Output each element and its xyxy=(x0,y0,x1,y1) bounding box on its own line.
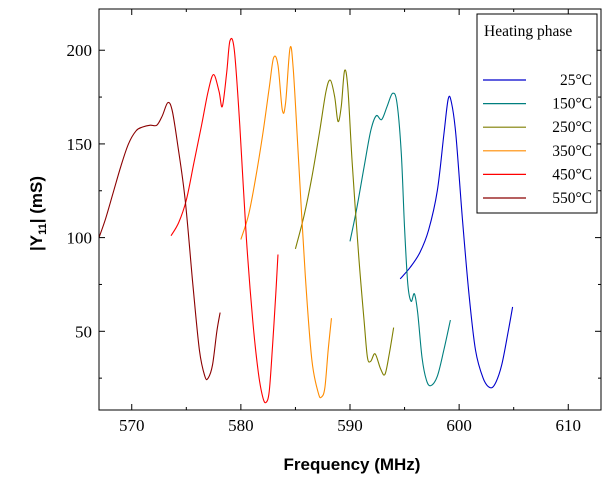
legend: Heating phase 25°C 150°C 250°C 350°C 450°C 55… xyxy=(476,13,598,214)
series-line-5 xyxy=(99,101,221,381)
x-tick-label: 580 xyxy=(228,416,254,435)
ticks-layer xyxy=(99,9,601,410)
y-tick-label: 100 xyxy=(67,229,93,248)
y-tick-label: 150 xyxy=(67,135,93,154)
legend-label-3: 350°C xyxy=(552,143,592,160)
legend-label-4: 450°C xyxy=(552,166,592,183)
series-line-0 xyxy=(399,95,514,389)
y-tick-label: 200 xyxy=(67,41,93,60)
y-axis-title: |Y11| (mS) xyxy=(27,176,49,251)
legend-title: Heating phase xyxy=(484,23,572,40)
x-tick-label: 600 xyxy=(446,416,472,435)
series-line-2 xyxy=(294,69,395,376)
series-layer xyxy=(99,37,514,404)
x-tick-label: 570 xyxy=(119,416,145,435)
series-line-4 xyxy=(170,37,279,404)
x-axis-title: Frequency (MHz) xyxy=(284,455,421,474)
legend-box xyxy=(476,13,598,214)
x-tick-label: 590 xyxy=(337,416,363,435)
y-axis-title-sub: 11 xyxy=(37,223,49,235)
legend-items: 25°C 150°C 250°C 350°C 450°C 550°C xyxy=(483,72,592,207)
series-line-3 xyxy=(240,45,332,399)
series-line-1 xyxy=(349,92,451,387)
y-tick-label: 50 xyxy=(75,322,92,341)
y-axis-title-post: | (mS) xyxy=(27,176,46,223)
legend-label-0: 25°C xyxy=(560,72,592,89)
legend-label-1: 150°C xyxy=(552,96,592,113)
x-tick-label: 610 xyxy=(556,416,582,435)
legend-label-2: 250°C xyxy=(552,119,592,136)
legend-label-5: 550°C xyxy=(552,190,592,207)
tick-labels-layer: 570 580 590 600 610 50 100 150 200 xyxy=(67,41,582,435)
y-axis-title-pre: |Y xyxy=(27,234,46,251)
